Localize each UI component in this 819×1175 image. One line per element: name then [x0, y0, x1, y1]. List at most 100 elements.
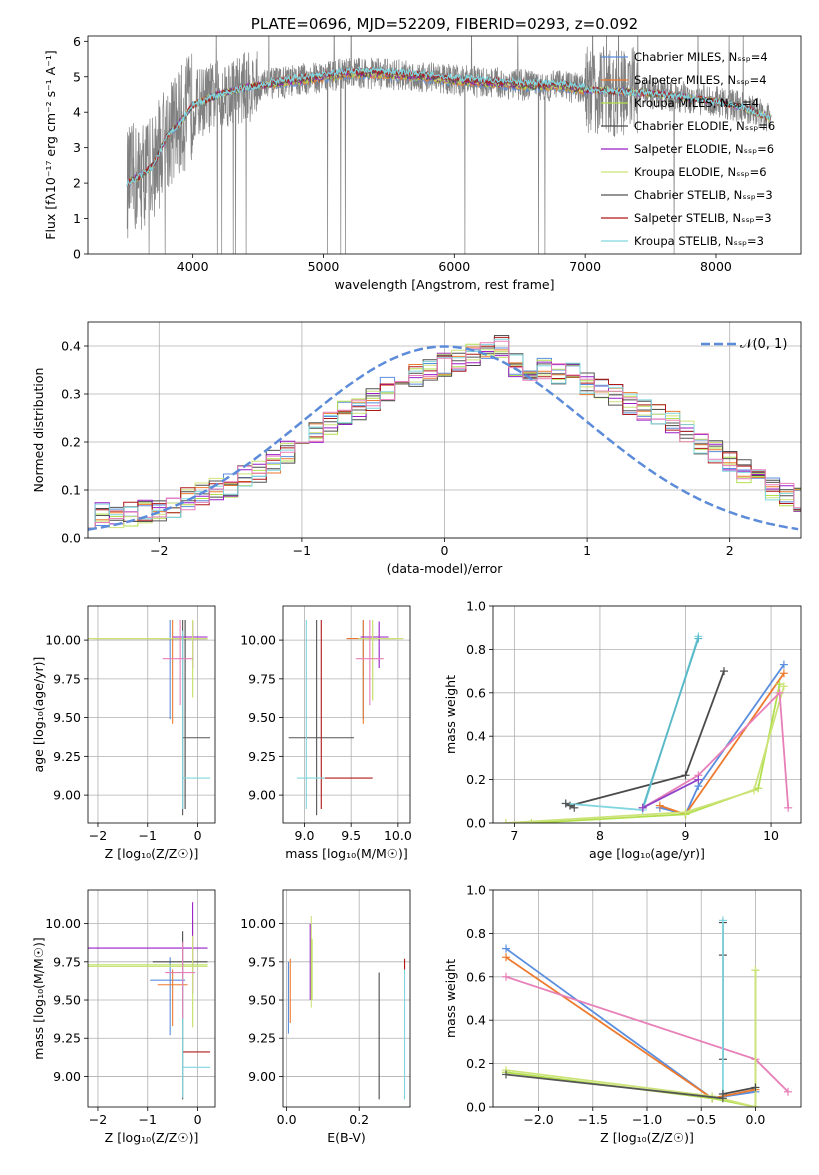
errorbar-point-0 [150, 957, 186, 1036]
tick-label-y: 10.00 [240, 916, 276, 931]
y-axis-label: mass [log₁₀(M/M☉)] [31, 937, 46, 1059]
plot-area [88, 619, 211, 816]
panel-age_vs_Z: −2 −1 0 9.00 9.25 9.50 9.75 10.00 Z [log₁₀(Z/Z☉)… [31, 605, 216, 861]
tick-label-x: −1.0 [632, 1112, 662, 1127]
legend-label-7: Salpeter STELIB, Nₛₛₚ=3 [634, 211, 772, 225]
tick-label-y: 10.00 [45, 633, 81, 648]
tick-label-y: 0.0 [61, 531, 81, 546]
tick-label-y: 0 [73, 247, 81, 262]
tick-label-y: 0.2 [466, 772, 486, 787]
errorbar-point-8 [165, 941, 196, 1019]
tick-label-y: 9.00 [248, 1069, 276, 1084]
weight-series-6 [641, 638, 700, 809]
weight-marker [779, 669, 788, 678]
tick-label-x: −1 [293, 543, 311, 558]
tick-label-y: 9.25 [53, 749, 81, 764]
y-axis-label: Flux [fλ10⁻¹⁷ erg cm⁻² s⁻¹ A⁻¹] [43, 50, 58, 239]
tick-label-y: 3 [73, 140, 81, 155]
tick-label-x: −2 [89, 1112, 107, 1127]
plot-area [501, 632, 793, 823]
tick-label-y: 0.2 [61, 435, 81, 450]
tick-label-y: 9.25 [53, 1031, 81, 1046]
axes-frame [87, 35, 802, 255]
histogram-5 [88, 349, 801, 529]
weight-marker [502, 944, 511, 953]
tick-label-y: 9.75 [53, 954, 81, 969]
tick-label-x: 8 [596, 828, 604, 843]
axes-frame [492, 605, 802, 824]
tick-label-x: 0 [194, 1112, 202, 1127]
panel-mass_weight_vs_Z: −2.0 −1.5 −1.0 −0.5 0.0 0.0 0.2 0.4 0.6 0.8 1.0 Z [… [443, 883, 802, 1145]
tick-label-y: 9.50 [53, 993, 81, 1008]
errorbar-point-1 [92, 619, 208, 724]
weight-marker [561, 799, 570, 808]
tick-label-x: 5000 [308, 259, 340, 274]
tick-label-y: 9.50 [248, 993, 276, 1008]
tick-label-y: 0.0 [466, 816, 486, 831]
axes-frame [492, 889, 802, 1108]
errorbar-point-3 [160, 619, 208, 810]
tick-label-y: 9.00 [53, 1069, 81, 1084]
tick-label-y: 9.50 [248, 710, 276, 725]
legend-label-1: Salpeter MILES, Nₛₛₚ=4 [634, 73, 767, 87]
plot-area [88, 902, 211, 1100]
histogram-9 [88, 340, 801, 529]
tick-label-y: 0.1 [61, 483, 81, 498]
legend-label-0: Chabrier MILES, Nₛₛₚ=4 [634, 50, 768, 64]
errorbar-point-7 [297, 619, 326, 810]
panel-spectrum: 4000 5000 6000 7000 8000 0 1 2 3 4 5 6 wavelength [A… [43, 15, 802, 292]
errorbar-point-5 [88, 935, 208, 1028]
weight-marker [694, 634, 703, 643]
weight-series-0 [505, 947, 756, 1100]
errorbar-point-0 [95, 619, 206, 720]
y-axis-label: Normed distribution [31, 368, 46, 493]
tick-label-y: 9.50 [53, 710, 81, 725]
x-axis-label: E(B-V) [327, 1130, 366, 1145]
tick-label-x: 0.2 [349, 1112, 369, 1127]
weight-series-8 [642, 778, 699, 809]
legend-label-6: Chabrier STELIB, Nₛₛₚ=3 [634, 188, 773, 202]
tick-label-y: 9.00 [53, 788, 81, 803]
weight-series-6 [505, 1073, 723, 1100]
chart-title: PLATE=0696, MJD=52209, FIBERID=0293, z=0… [251, 15, 638, 33]
tick-label-y: 1 [73, 211, 81, 226]
axes-frame [87, 321, 802, 539]
plot-area [287, 915, 406, 1100]
tick-label-x: 1 [583, 543, 591, 558]
plot-area [88, 335, 801, 531]
normal-curve [88, 345, 799, 531]
data-spectrum-line [126, 36, 772, 254]
weight-marker [775, 688, 784, 697]
tick-label-y: 0.2 [466, 1056, 486, 1071]
model-line-7 [126, 67, 772, 187]
weight-marker [751, 1103, 760, 1107]
weight-marker [694, 775, 703, 784]
tick-label-y: 0.6 [466, 685, 486, 700]
weight-series-0 [659, 664, 785, 816]
panel-age_vs_mass: 9.0 9.5 10.0 9.00 9.25 9.50 9.75 10.00 mass [log… [240, 605, 412, 861]
x-axis-label: age [log₁₀(age/yr)] [589, 846, 705, 861]
weight-series-8 [722, 1086, 756, 1095]
histogram-3 [88, 352, 801, 529]
tick-label-y: 0.3 [61, 387, 81, 402]
errorbar-point-7 [182, 960, 211, 1098]
weight-marker [775, 680, 784, 689]
tick-label-y: 6 [73, 34, 81, 49]
weight-marker [754, 784, 763, 793]
tick-label-y: 9.25 [248, 749, 276, 764]
tick-label-y: 9.25 [248, 1031, 276, 1046]
errorbar-point-4 [172, 621, 208, 668]
tick-label-y: 0.0 [466, 1100, 486, 1115]
weight-marker [718, 916, 727, 925]
tick-label-x: −1 [139, 828, 157, 843]
y-axis-label: mass weight [443, 675, 458, 754]
weight-marker [501, 819, 510, 823]
errorbar-point-0 [346, 619, 396, 720]
errorbar-point-7 [182, 630, 211, 810]
weight-marker [570, 803, 579, 812]
tick-label-x: 2 [726, 543, 734, 558]
weight-marker [751, 1083, 760, 1092]
weight-marker [502, 1070, 511, 1079]
